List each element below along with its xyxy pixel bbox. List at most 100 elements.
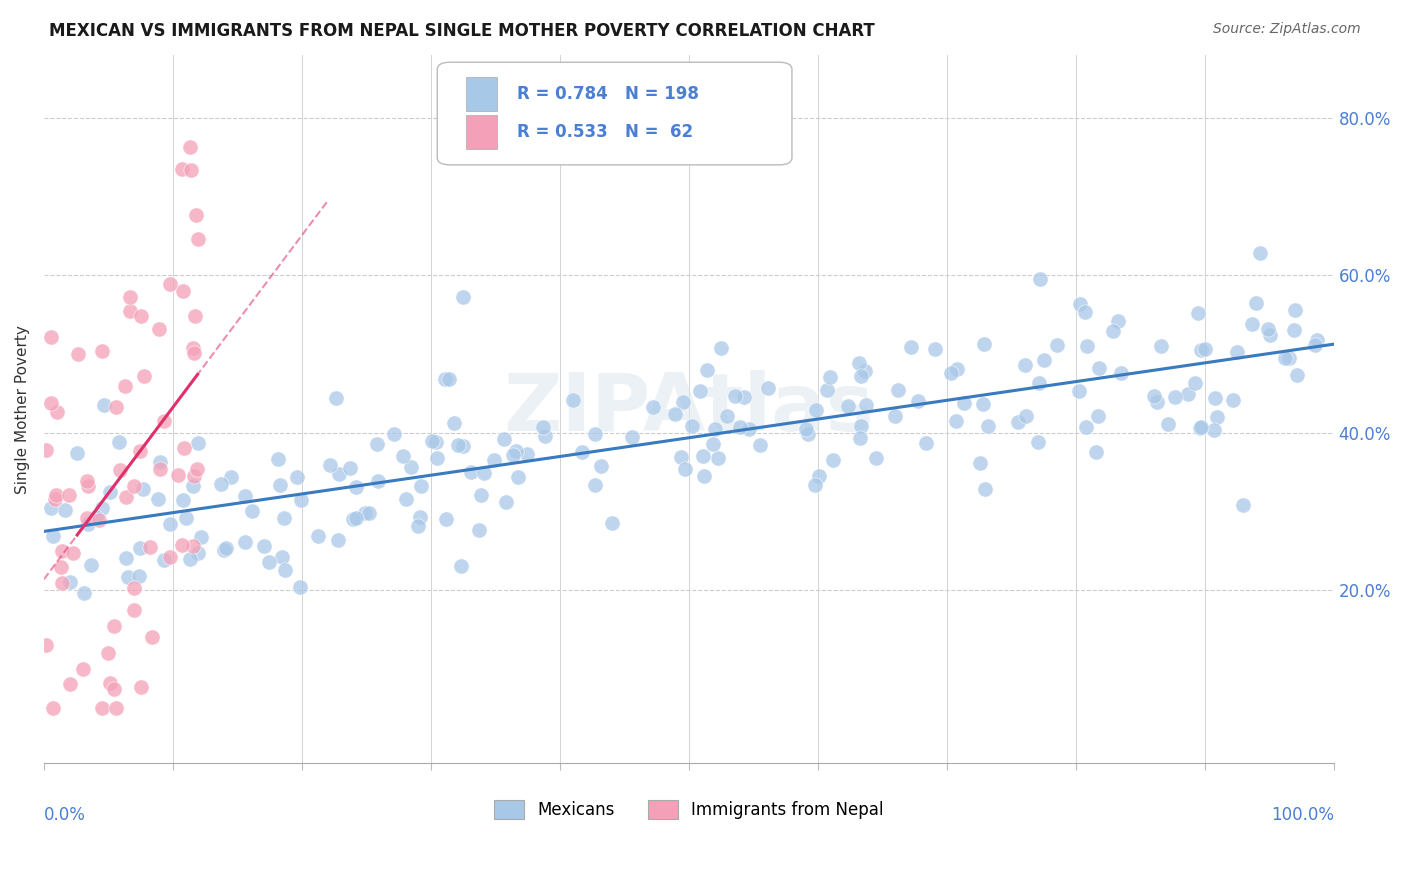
Point — [977, 418, 1000, 433]
Point — [62, 546, 84, 560]
Point — [707, 451, 730, 466]
Point — [1257, 321, 1279, 335]
Point — [382, 426, 405, 441]
Point — [180, 163, 202, 178]
Point — [326, 533, 349, 548]
Point — [460, 465, 482, 479]
Point — [59, 574, 82, 589]
Point — [120, 304, 142, 318]
Point — [641, 400, 664, 414]
Point — [401, 460, 423, 475]
Point — [114, 379, 136, 393]
Point — [733, 390, 755, 404]
Point — [49, 559, 72, 574]
Point — [1189, 419, 1212, 434]
Point — [366, 436, 388, 450]
Point — [1189, 343, 1212, 357]
Point — [66, 446, 89, 460]
Point — [589, 458, 612, 473]
Point — [214, 541, 236, 556]
Point — [290, 493, 312, 508]
Point — [122, 582, 145, 596]
Point — [946, 361, 969, 376]
Point — [233, 535, 256, 549]
Point — [53, 502, 76, 516]
Point — [1205, 409, 1227, 424]
Point — [77, 478, 100, 492]
Point — [508, 470, 530, 484]
Point — [107, 435, 129, 450]
Point — [492, 432, 515, 446]
Point — [453, 439, 475, 453]
Point — [181, 539, 204, 553]
Text: 0.0%: 0.0% — [44, 805, 86, 823]
Point — [186, 462, 208, 476]
Text: Source: ZipAtlas.com: Source: ZipAtlas.com — [1213, 22, 1361, 37]
Point — [425, 434, 447, 449]
Point — [495, 495, 517, 509]
Point — [669, 450, 692, 465]
Point — [319, 458, 342, 473]
Point — [969, 456, 991, 470]
Point — [571, 445, 593, 459]
Point — [848, 356, 870, 370]
Point — [434, 512, 457, 526]
Point — [724, 389, 747, 403]
Point — [849, 368, 872, 383]
Point — [273, 563, 295, 577]
Point — [817, 383, 839, 397]
Point — [139, 541, 162, 555]
Point — [1232, 498, 1254, 512]
Point — [35, 442, 58, 457]
Point — [939, 366, 962, 380]
Y-axis label: Single Mother Poverty: Single Mother Poverty — [15, 325, 30, 493]
Point — [716, 409, 738, 423]
Point — [80, 558, 103, 573]
Point — [76, 475, 98, 489]
Point — [51, 575, 73, 590]
Point — [728, 419, 751, 434]
Point — [367, 474, 389, 488]
Point — [344, 511, 367, 525]
Point — [505, 444, 527, 458]
Point — [907, 393, 929, 408]
Point — [174, 511, 197, 525]
Point — [1188, 421, 1211, 435]
Point — [172, 284, 194, 298]
Point — [39, 500, 62, 515]
Point — [153, 553, 176, 567]
Point — [146, 491, 169, 506]
Point — [738, 422, 761, 436]
Point — [129, 309, 152, 323]
Point — [253, 539, 276, 553]
Point — [884, 409, 907, 423]
Point — [1184, 376, 1206, 390]
Point — [1286, 368, 1309, 383]
Point — [41, 701, 63, 715]
Point — [187, 436, 209, 450]
Point — [472, 466, 495, 480]
Point — [1028, 376, 1050, 391]
Point — [149, 455, 172, 469]
Point — [159, 517, 181, 532]
Point — [141, 630, 163, 644]
Point — [273, 510, 295, 524]
Point — [600, 516, 623, 530]
Point — [1007, 416, 1029, 430]
Point — [134, 369, 156, 384]
Point — [129, 681, 152, 695]
Point — [443, 416, 465, 430]
Point — [209, 476, 232, 491]
Point — [76, 510, 98, 524]
Point — [853, 364, 876, 378]
Point — [973, 337, 995, 351]
Point — [1109, 366, 1132, 380]
Point — [172, 493, 194, 508]
Point — [103, 619, 125, 633]
Point — [1157, 417, 1180, 432]
Point — [73, 585, 96, 599]
Point — [420, 434, 443, 448]
Point — [1076, 419, 1098, 434]
Point — [149, 462, 172, 476]
Point — [118, 290, 141, 304]
